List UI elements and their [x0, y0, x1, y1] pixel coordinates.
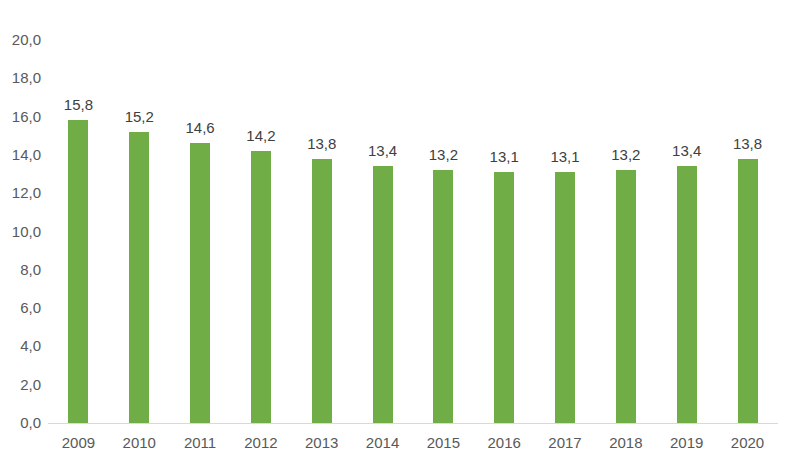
bar: [373, 166, 393, 423]
bar: [68, 120, 88, 423]
x-axis-tick-label: 2020: [707, 434, 788, 452]
plot-area: 15,8 2009 15,2 2010 14,6 2011 14,2 2012 …: [48, 40, 778, 424]
y-axis-tick-label: 16,0: [0, 108, 41, 126]
y-axis-tick-label: 6,0: [0, 299, 41, 317]
bar-group: 14,2 2012: [230, 40, 291, 423]
bar-group: 13,1 2016: [474, 40, 535, 423]
bar-chart: 20,018,016,014,012,010,08,06,04,02,00,0 …: [0, 0, 800, 465]
y-axis-tick-label: 2,0: [0, 376, 41, 394]
bar-group: 13,2 2018: [595, 40, 656, 423]
y-axis-tick-label: 10,0: [0, 223, 41, 241]
bar: [433, 170, 453, 423]
bar: [190, 143, 210, 423]
bar-group: 13,1 2017: [535, 40, 596, 423]
bar-group: 13,4 2014: [352, 40, 413, 423]
bar-group: 13,2 2015: [413, 40, 474, 423]
bar-group: 13,8 2013: [291, 40, 352, 423]
bar: [738, 159, 758, 423]
bar-group: 13,4 2019: [656, 40, 717, 423]
y-axis-tick-label: 18,0: [0, 69, 41, 87]
bar-group: 13,8 2020: [717, 40, 778, 423]
bar: [129, 132, 149, 423]
bar: [677, 166, 697, 423]
bar-group: 15,8 2009: [48, 40, 109, 423]
bar: [312, 159, 332, 423]
y-axis-tick-label: 20,0: [0, 31, 41, 49]
y-axis-tick-label: 0,0: [0, 414, 41, 432]
y-axis-tick-label: 8,0: [0, 261, 41, 279]
bar: [616, 170, 636, 423]
y-axis-tick-label: 4,0: [0, 337, 41, 355]
y-axis-tick-label: 14,0: [0, 146, 41, 164]
bar-value-label: 13,8: [707, 135, 788, 153]
bar-group: 15,2 2010: [109, 40, 170, 423]
bar: [494, 172, 514, 423]
bar-group: 14,6 2011: [170, 40, 231, 423]
bar: [555, 172, 575, 423]
y-axis-tick-label: 12,0: [0, 184, 41, 202]
bar: [251, 151, 271, 423]
